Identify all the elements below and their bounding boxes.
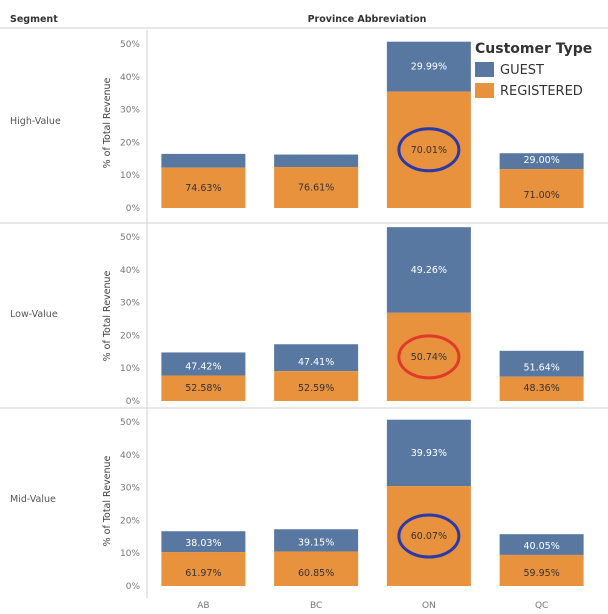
y-tick-label: 10%	[120, 364, 140, 374]
panel-low-value: Low-Value % of Total Revenue 0% 10% 20% 30% 40…	[10, 227, 584, 407]
bar-guest	[386, 41, 471, 92]
y-tick-label: 50%	[120, 40, 140, 50]
legend-item-label: REGISTERED	[500, 84, 583, 99]
province-column-header: Province Abbreviation	[308, 14, 427, 25]
bar-guest	[386, 419, 471, 487]
data-label-guest: 40.05%	[524, 541, 560, 552]
data-label-registered: 48.36%	[524, 383, 560, 394]
y-tick-label: 40%	[120, 266, 140, 276]
bar-registered	[499, 554, 584, 586]
segment-column-header: Segment	[10, 14, 58, 25]
bar-registered	[274, 167, 359, 208]
data-label-guest: 47.42%	[185, 361, 221, 372]
data-label-registered: 52.58%	[185, 383, 221, 394]
data-label-registered: 60.85%	[298, 568, 334, 579]
y-tick-label: 0%	[126, 204, 141, 214]
data-label-guest: 47.41%	[298, 357, 334, 368]
annotation-circle	[397, 334, 461, 380]
data-label-guest: 39.15%	[298, 537, 334, 548]
y-tick-label: 40%	[120, 451, 140, 461]
data-label-registered: 76.61%	[298, 183, 334, 194]
bar-registered	[386, 91, 471, 208]
legend-item-label: GUEST	[500, 63, 544, 78]
y-tick-label: 40%	[120, 73, 140, 83]
data-label-guest: 38.03%	[185, 538, 221, 549]
data-label-guest: 29.99%	[411, 62, 447, 73]
bar-guest	[161, 531, 246, 553]
bar-guest	[161, 153, 246, 168]
data-label-registered: 50.74%	[411, 352, 447, 363]
data-label-guest: 29.00%	[524, 155, 560, 166]
bar-registered	[499, 376, 584, 401]
data-label-registered: 74.63%	[185, 183, 221, 194]
data-label-guest: 39.93%	[411, 448, 447, 459]
bar-registered	[161, 552, 246, 586]
data-label-guest: 51.64%	[524, 363, 560, 374]
data-label-registered: 70.01%	[411, 145, 447, 156]
y-tick-label: 30%	[120, 106, 140, 116]
data-label-registered: 59.95%	[524, 568, 560, 579]
bar-guest	[274, 344, 359, 372]
panel-mid-value: Mid-Value % of Total Revenue 0% 10% 20% 30% 40…	[10, 418, 584, 592]
bar-guest	[274, 529, 359, 552]
legend-swatch	[475, 83, 494, 98]
y-axis-title: % of Total Revenue	[102, 77, 113, 168]
annotation-circle	[397, 127, 461, 173]
bar-guest	[161, 352, 246, 376]
data-label-registered: 52.59%	[298, 383, 334, 394]
bar-guest	[499, 534, 584, 555]
legend-swatch	[475, 62, 494, 77]
x-tick-label: QC	[535, 601, 548, 611]
y-axis-title: % of Total Revenue	[102, 455, 113, 546]
bar-registered	[161, 375, 246, 401]
panel-high-value: High-Value % of Total Revenue 0% 10% 20% 30% 4…	[10, 40, 584, 214]
chart-panels: High-Value % of Total Revenue 0% 10% 20% 30% 4…	[0, 30, 608, 598]
y-tick-label: 20%	[120, 331, 140, 341]
segment-label: High-Value	[10, 116, 61, 127]
data-label-registered: 71.00%	[524, 190, 560, 201]
segment-label: Mid-Value	[10, 494, 56, 505]
y-axis-title: % of Total Revenue	[102, 270, 113, 361]
x-tick-label: ON	[422, 601, 436, 611]
y-tick-label: 50%	[120, 418, 140, 428]
y-tick-label: 0%	[126, 582, 141, 592]
bar-registered	[386, 312, 471, 401]
bar-guest	[386, 227, 471, 313]
legend: Customer Type GUEST REGISTERED	[475, 41, 592, 99]
bar-registered	[161, 167, 246, 208]
x-axis: AB BC ON QC	[197, 601, 548, 611]
annotation-circle	[397, 513, 461, 559]
bar-guest	[499, 153, 584, 170]
y-tick-label: 0%	[126, 397, 141, 407]
y-tick-label: 30%	[120, 299, 140, 309]
bar-registered	[386, 486, 471, 586]
bar-registered	[274, 551, 359, 586]
bar-guest	[274, 154, 359, 168]
legend-title: Customer Type	[475, 41, 592, 57]
y-tick-label: 10%	[120, 549, 140, 559]
bar-registered	[274, 371, 359, 401]
bar-registered	[499, 169, 584, 208]
data-label-registered: 60.07%	[411, 531, 447, 542]
data-label-guest: 49.26%	[411, 265, 447, 276]
bar-guest	[499, 350, 584, 377]
x-tick-label: BC	[310, 601, 322, 611]
y-tick-label: 10%	[120, 171, 140, 181]
data-label-registered: 61.97%	[185, 568, 221, 579]
y-tick-label: 20%	[120, 516, 140, 526]
y-tick-label: 20%	[120, 138, 140, 148]
y-tick-label: 30%	[120, 484, 140, 494]
segment-label: Low-Value	[10, 309, 58, 320]
x-tick-label: AB	[197, 601, 209, 611]
y-tick-label: 50%	[120, 233, 140, 243]
